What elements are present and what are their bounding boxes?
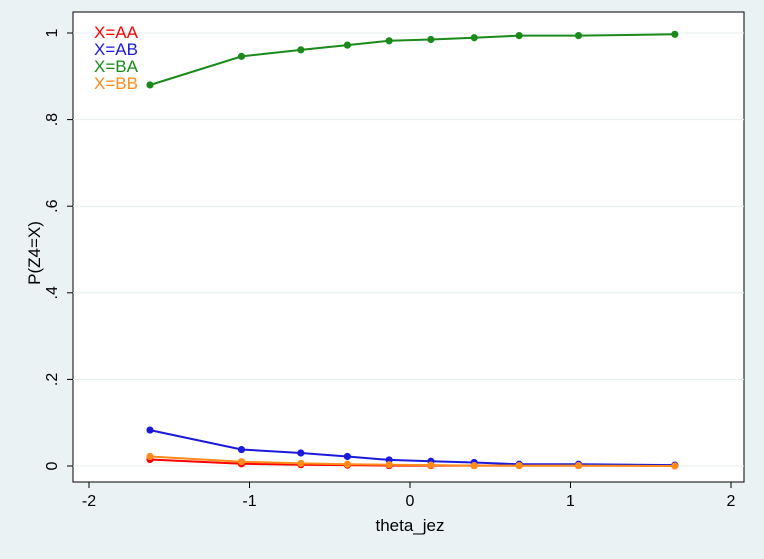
data-point (297, 46, 305, 54)
series-line (149, 33, 675, 86)
x-tick-label: -2 (82, 493, 96, 510)
y-axis-title: P(Z4=X) (25, 221, 44, 285)
series-x-ba (146, 30, 679, 89)
data-point (427, 461, 435, 469)
data-point (146, 426, 154, 434)
data-point (671, 30, 679, 38)
data-point (470, 34, 478, 42)
x-tick-label: -1 (242, 493, 256, 510)
data-point (470, 461, 478, 470)
data-point (427, 35, 435, 44)
data-point (515, 461, 523, 470)
y-tick-label: .6 (44, 199, 61, 212)
data-point (237, 52, 246, 60)
data-point (237, 445, 246, 454)
y-tick-label: .4 (44, 286, 61, 299)
series-x-bb (146, 452, 679, 470)
legend: X=AAX=ABX=BAX=BB (94, 23, 139, 93)
series-line (149, 455, 675, 467)
x-axis-title: theta_jez (376, 516, 445, 535)
series-line (149, 429, 675, 467)
y-tick-label: 1 (44, 28, 61, 37)
data-point (343, 41, 352, 49)
data-point (297, 449, 305, 457)
data-point (671, 462, 679, 470)
axes: 0 .2 .4 .6 .8 1 -2 -1 0 1 2 (44, 28, 736, 510)
data-point (146, 81, 154, 89)
y-tick-label: .2 (44, 373, 61, 386)
y-tick-label: .8 (44, 113, 61, 126)
series-layer (146, 30, 679, 470)
x-tick-label: 0 (406, 493, 415, 510)
data-point (385, 461, 393, 469)
data-point (237, 458, 246, 466)
legend-entry: X=AB (94, 40, 138, 59)
data-point (146, 452, 154, 461)
data-point (343, 460, 352, 468)
legend-entry: X=AA (94, 23, 139, 42)
data-point (574, 31, 583, 40)
x-tick-label: 1 (566, 493, 575, 510)
legend-entry: X=BB (94, 74, 138, 93)
data-point (297, 459, 305, 468)
y-tick-label: 0 (44, 461, 61, 470)
data-point (343, 452, 352, 461)
data-point (574, 461, 583, 470)
x-tick-label: 2 (727, 493, 736, 510)
plot-area (72, 11, 745, 483)
data-point (385, 37, 393, 45)
legend-entry: X=BA (94, 57, 139, 76)
data-point (515, 31, 523, 40)
